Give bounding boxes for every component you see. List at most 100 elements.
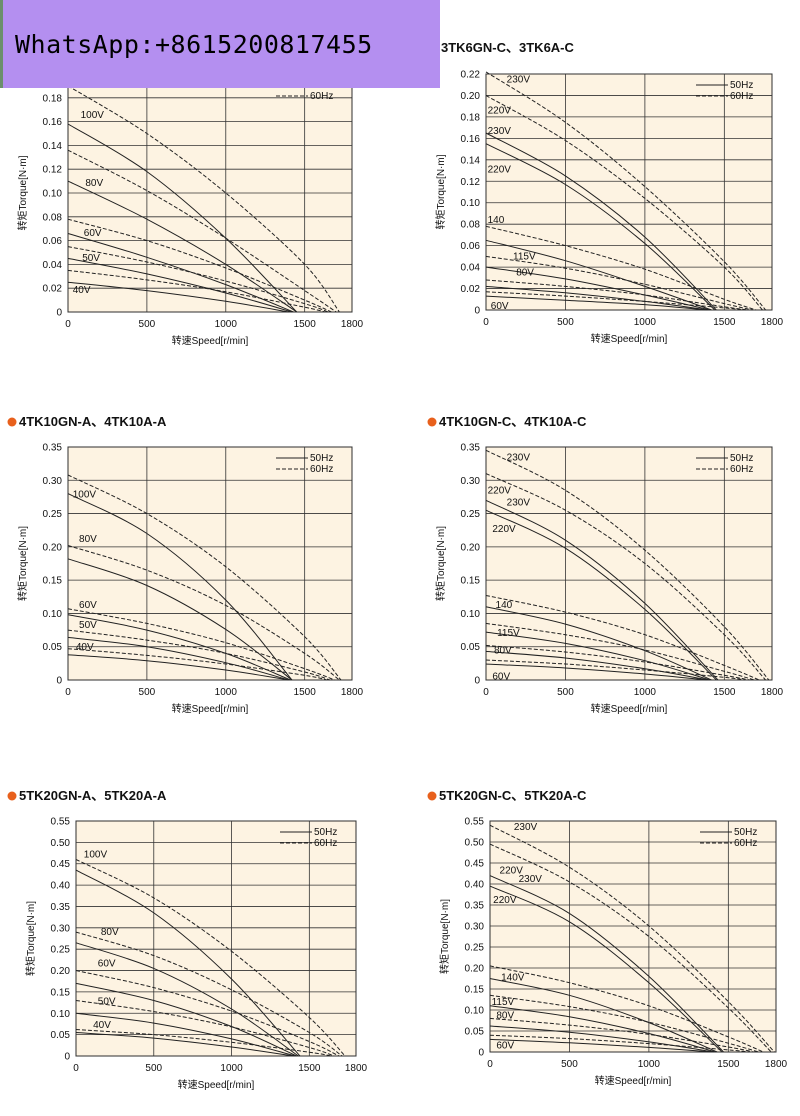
series-80v-50hz xyxy=(67,180,298,313)
x-tick-label: 500 xyxy=(139,687,156,698)
voltage-label: 220V xyxy=(488,486,512,497)
y-tick-label: 0.15 xyxy=(51,987,71,998)
series-80v-60hz xyxy=(75,931,343,1057)
voltage-label: 100V xyxy=(73,490,97,501)
chart-2: 3TK6GN-C、3TK6A-C 0 0.02 0.04 0.06 0.08 0.10 0.1… xyxy=(429,40,784,345)
series-80v-50hz xyxy=(485,650,709,681)
y-tick-label: 0.20 xyxy=(51,966,71,977)
x-tick-label: 1500 xyxy=(717,1059,740,1070)
series-220v-50hz xyxy=(489,885,723,1053)
x-axis-label: 转速Speed[r/min] xyxy=(591,702,668,715)
y-tick-label: 0.35 xyxy=(51,902,71,913)
x-tick-label: 1500 xyxy=(298,1063,321,1074)
y-tick-label: 0.35 xyxy=(465,901,485,912)
voltage-label: 230V xyxy=(507,498,531,509)
y-axis-label: 转矩Torque[N·m] xyxy=(16,155,29,230)
x-axis-label: 转速Speed[r/min] xyxy=(591,332,668,345)
plot-area xyxy=(489,820,777,1053)
y-tick-label: 0.06 xyxy=(461,241,481,252)
legend-label-50hz: 50Hz xyxy=(730,453,753,464)
voltage-label: 220V xyxy=(492,524,516,535)
legend-label-50hz: 50Hz xyxy=(310,453,333,464)
series-80v-50hz xyxy=(489,1025,715,1053)
series-140-60hz xyxy=(485,225,757,311)
series-220v-50hz xyxy=(485,509,717,681)
voltage-label: 80V xyxy=(101,927,119,938)
y-tick-label: 0.40 xyxy=(51,881,71,892)
y-tick-label: 0.15 xyxy=(461,576,481,587)
voltage-label: 115V xyxy=(497,628,520,639)
series-60v-60hz xyxy=(485,659,746,681)
y-tick-label: 0.04 xyxy=(461,263,481,274)
y-tick-label: 0.18 xyxy=(461,112,481,123)
series-140-60hz xyxy=(485,595,760,681)
x-tick-label: 500 xyxy=(557,687,574,698)
voltage-label: 100V xyxy=(84,849,108,860)
series-115v-50hz xyxy=(489,1005,716,1053)
y-tick-label: 0.02 xyxy=(461,284,481,295)
y-axis-label: 转矩Torque[N·m] xyxy=(438,899,451,974)
y-tick-label: 0.30 xyxy=(43,476,63,487)
y-tick-label: 0.50 xyxy=(465,838,485,849)
y-tick-label: 0.20 xyxy=(461,91,481,102)
series-100v-50hz xyxy=(75,869,301,1057)
plot-area xyxy=(67,446,353,681)
series-40v-60hz xyxy=(67,269,326,313)
x-tick-label: 1500 xyxy=(294,687,317,698)
voltage-label: 220V xyxy=(500,866,524,877)
voltage-label: 80V xyxy=(496,1010,514,1021)
x-tick-label: 0 xyxy=(65,687,71,698)
x-tick-label: 1800 xyxy=(345,1063,368,1074)
y-tick-label: 0.30 xyxy=(51,923,71,934)
voltage-label: 80V xyxy=(79,534,97,545)
y-tick-label: 0.02 xyxy=(43,284,63,295)
chart-title: 3TK6GN-C、3TK6A-C xyxy=(441,40,575,55)
series-50v-60hz xyxy=(67,246,329,313)
voltage-label: 140 xyxy=(496,600,513,611)
legend-label-60hz: 60Hz xyxy=(734,838,757,849)
x-tick-label: 1500 xyxy=(713,687,736,698)
y-tick-label: 0 xyxy=(56,308,62,319)
y-tick-label: 0.55 xyxy=(465,817,485,828)
y-axis-label: 转矩Torque[N·m] xyxy=(16,526,29,601)
x-tick-label: 1000 xyxy=(634,317,657,328)
chart-5: 5TK20GN-A、5TK20A-A 0 0.05 0.10 0.15 0.20 0.25 0… xyxy=(7,788,368,1091)
y-tick-label: 0.25 xyxy=(43,509,63,520)
y-tick-label: 0.45 xyxy=(465,859,485,870)
legend-label-50hz: 50Hz xyxy=(314,827,337,838)
x-tick-label: 1800 xyxy=(761,687,784,698)
whatsapp-text: WhatsApp:+8615200817455 xyxy=(15,29,373,59)
y-tick-label: 0.35 xyxy=(43,443,63,454)
chart-title: 4TK10GN-A、4TK10A-A xyxy=(19,414,167,429)
x-tick-label: 1800 xyxy=(761,317,784,328)
title-bullet-icon xyxy=(427,791,437,801)
voltage-label: 40V xyxy=(73,285,91,296)
y-tick-label: 0.15 xyxy=(465,985,485,996)
voltage-label: 230V xyxy=(507,452,531,463)
y-tick-label: 0.14 xyxy=(43,141,63,152)
series-230v-60hz xyxy=(489,824,775,1053)
x-tick-label: 0 xyxy=(65,319,71,330)
y-tick-label: 0 xyxy=(56,676,62,687)
legend-label-60hz: 60Hz xyxy=(730,464,753,475)
y-tick-label: 0.50 xyxy=(51,838,71,849)
y-tick-label: 0.20 xyxy=(461,542,481,553)
y-tick-label: 0.35 xyxy=(461,443,481,454)
voltage-label: 60V xyxy=(491,301,509,312)
voltage-label: 60V xyxy=(98,958,116,969)
legend-label-50hz: 50Hz xyxy=(734,827,757,838)
series-230v-50hz xyxy=(489,875,724,1053)
series-230v-50hz xyxy=(485,499,719,681)
y-tick-label: 0.08 xyxy=(461,220,481,231)
y-tick-label: 0.10 xyxy=(461,198,481,209)
y-axis-label: 转矩Torque[N·m] xyxy=(434,526,447,601)
legend-label-50hz: 50Hz xyxy=(730,80,753,91)
y-tick-label: 0.08 xyxy=(43,212,63,223)
x-tick-label: 1800 xyxy=(341,687,364,698)
series-80v-50hz xyxy=(67,558,293,681)
y-axis-label: 转矩Torque[N·m] xyxy=(24,901,37,976)
series-80v-60hz xyxy=(489,1017,754,1053)
voltage-label: 40V xyxy=(93,1020,111,1031)
y-tick-label: 0.18 xyxy=(43,93,63,104)
